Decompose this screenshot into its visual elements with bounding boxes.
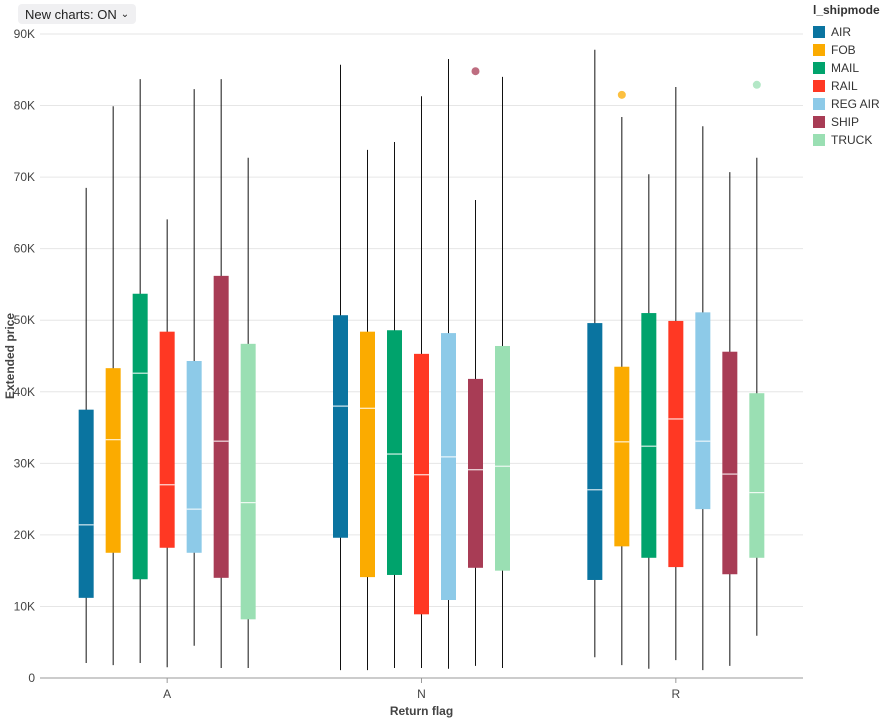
y-axis-title: Extended price: [3, 313, 17, 399]
y-tick-label: 70K: [14, 170, 35, 184]
legend-label: RAIL: [831, 79, 858, 93]
legend-label: FOB: [831, 43, 856, 57]
y-tick-label: 10K: [14, 599, 35, 613]
y-tick-label: 90K: [14, 27, 35, 41]
box-truck: [240, 343, 256, 620]
box-air: [333, 315, 348, 538]
y-tick-label: 50K: [14, 313, 35, 327]
box-air: [587, 323, 603, 580]
y-tick-label: 20K: [14, 528, 35, 542]
box-reg-air: [695, 312, 711, 510]
legend-label: AIR: [831, 25, 852, 39]
legend-swatch: [813, 134, 825, 146]
legend-title: l_shipmode: [813, 3, 880, 17]
legend-item[interactable]: SHIP: [813, 113, 880, 131]
box-ship: [468, 378, 483, 568]
box-reg-air: [441, 333, 456, 601]
legend-item[interactable]: FOB: [813, 41, 880, 59]
x-tick-label: A: [163, 687, 171, 701]
legend-item[interactable]: REG AIR: [813, 95, 880, 113]
box-ship: [722, 351, 738, 575]
y-tick-label: 60K: [14, 242, 35, 256]
box-mail: [132, 293, 148, 580]
box-rail: [414, 353, 429, 615]
box-reg-air: [186, 361, 202, 553]
legend-swatch: [813, 44, 825, 56]
legend-item[interactable]: RAIL: [813, 77, 880, 95]
y-tick-label: 40K: [14, 385, 35, 399]
new-charts-label: New charts: ON: [25, 6, 117, 22]
box-mail: [387, 330, 402, 575]
new-charts-toggle[interactable]: New charts: ON ⌄: [18, 4, 137, 24]
x-tick-label: R: [671, 687, 680, 701]
x-tick-label: N: [417, 687, 426, 701]
legend-swatch: [813, 26, 825, 38]
legend-swatch: [813, 116, 825, 128]
legend-swatch: [813, 80, 825, 92]
box-fob: [360, 331, 375, 578]
y-tick-label: 30K: [14, 456, 35, 470]
legend-item[interactable]: AIR: [813, 23, 880, 41]
box-mail: [641, 313, 657, 558]
box-fob: [614, 366, 630, 547]
legend-item[interactable]: TRUCK: [813, 131, 880, 149]
legend-label: SHIP: [831, 115, 860, 129]
outlier-point: [471, 67, 480, 76]
y-tick-label: 0: [28, 671, 35, 685]
y-tick-label: 80K: [14, 99, 35, 113]
box-truck: [495, 345, 510, 571]
outlier-point: [752, 80, 761, 89]
box-air: [78, 409, 94, 598]
legend: l_shipmode AIR FOB MAIL RAIL REG AIR SHIP TRUC…: [813, 3, 880, 149]
box-rail: [159, 331, 175, 548]
legend-label: REG AIR: [831, 97, 880, 111]
outlier-point: [617, 90, 626, 99]
legend-swatch: [813, 98, 825, 110]
chevron-down-icon: ⌄: [120, 8, 130, 20]
box-ship: [213, 275, 229, 578]
box-rail: [668, 320, 684, 568]
legend-item[interactable]: MAIL: [813, 59, 880, 77]
legend-swatch: [813, 62, 825, 74]
legend-label: MAIL: [831, 61, 860, 75]
x-axis-title: Return flag: [390, 704, 453, 718]
box-truck: [749, 393, 765, 558]
box-fob: [105, 368, 121, 553]
legend-label: TRUCK: [831, 133, 873, 147]
